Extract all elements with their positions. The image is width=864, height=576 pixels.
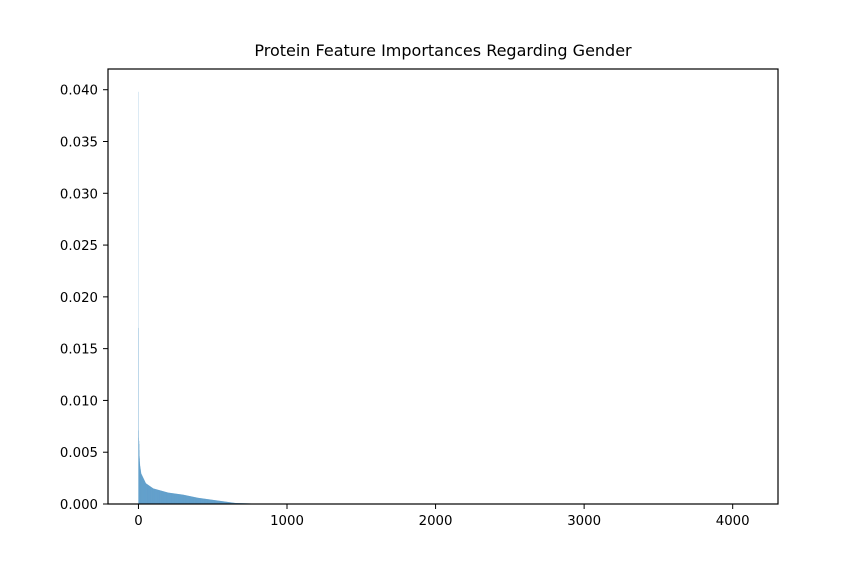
y-tick-label: 0.005 <box>60 446 98 461</box>
bars-group <box>138 91 287 504</box>
y-tick-label: 0.000 <box>60 498 98 513</box>
x-tick-label: 4000 <box>716 514 750 529</box>
y-tick-label: 0.010 <box>60 394 98 409</box>
y-tick-label: 0.030 <box>60 187 98 202</box>
x-tick-label: 3000 <box>567 514 601 529</box>
y-tick-label: 0.020 <box>60 291 98 306</box>
plot-frame <box>107 68 779 505</box>
x-tick-label: 2000 <box>419 514 453 529</box>
x-axis-ticks: 0 1000 2000 3000 4000 <box>134 504 750 529</box>
x-tick-label: 1000 <box>270 514 304 529</box>
y-axis-ticks: 0.000 0.005 0.010 0.015 0.020 0.025 0.030 0.035… <box>60 84 108 513</box>
y-tick-label: 0.035 <box>60 136 98 151</box>
y-tick-label: 0.015 <box>60 343 98 358</box>
chart-title: Protein Feature Importances Regarding Ge… <box>254 41 632 60</box>
y-tick-label: 0.025 <box>60 239 98 254</box>
x-tick-label: 0 <box>134 514 142 529</box>
y-tick-label: 0.040 <box>60 84 98 99</box>
